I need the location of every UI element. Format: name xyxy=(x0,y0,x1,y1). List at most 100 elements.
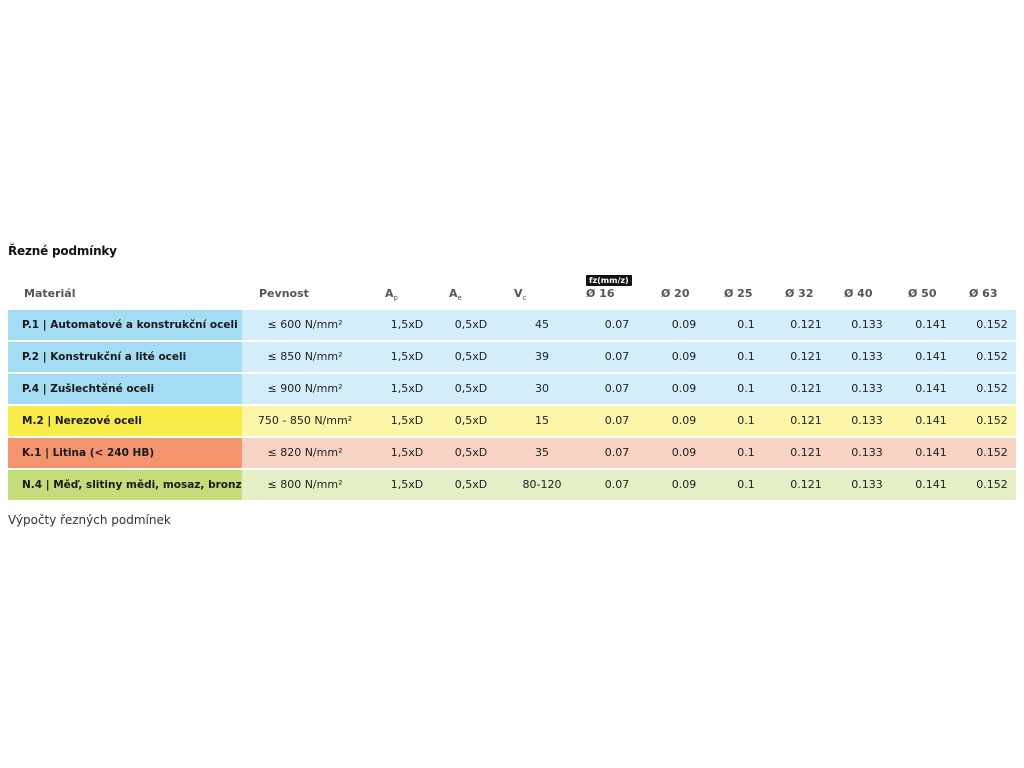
fz-unit-badge: fz(mm/z) xyxy=(586,275,632,286)
table-row: P.4 | Zušlechtěné oceli ≤ 900 N/mm² 1,5x… xyxy=(8,374,1016,404)
d63-cell: 0.152 xyxy=(976,318,1008,331)
d63-cell: 0.152 xyxy=(976,478,1008,491)
d50-cell: 0.141 xyxy=(915,446,947,459)
d25-cell: 0.1 xyxy=(737,318,755,331)
d16-cell: 0.07 xyxy=(604,478,630,491)
vc-cell: 80-120 xyxy=(522,478,562,491)
d25-cell: 0.1 xyxy=(737,382,755,395)
header-material: Materiál xyxy=(24,287,76,300)
d16-cell: 0.07 xyxy=(604,318,630,331)
pevnost-cell: ≤ 900 N/mm² xyxy=(267,382,343,395)
pevnost-cell: ≤ 800 N/mm² xyxy=(267,478,343,491)
d40-cell: 0.133 xyxy=(851,446,883,459)
table-row: N.4 | Měď, slitiny mědi, mosaz, bronz ≤ … xyxy=(8,470,1016,500)
vc-cell: 45 xyxy=(535,318,549,331)
ap-cell: 1,5xD xyxy=(390,414,424,427)
row-values: ≤ 600 N/mm² 1,5xD 0,5xD 45 0.07 0.09 0.1… xyxy=(242,310,1016,340)
d40-cell: 0.133 xyxy=(851,350,883,363)
header-vc: Vc xyxy=(514,287,526,302)
material-name-cell: M.2 | Nerezové oceli xyxy=(8,406,242,436)
d32-cell: 0.121 xyxy=(790,350,822,363)
header-ae: Ae xyxy=(449,287,462,302)
d63-cell: 0.152 xyxy=(976,446,1008,459)
vc-cell: 15 xyxy=(535,414,549,427)
header-d50: Ø 50 xyxy=(908,287,937,300)
d25-cell: 0.1 xyxy=(737,414,755,427)
d32-cell: 0.121 xyxy=(790,478,822,491)
material-name-cell: N.4 | Měď, slitiny mědi, mosaz, bronz xyxy=(8,470,242,500)
row-values: ≤ 820 N/mm² 1,5xD 0,5xD 35 0.07 0.09 0.1… xyxy=(242,438,1016,468)
material-name-cell: K.1 | Litina (< 240 HB) xyxy=(8,438,242,468)
table-row: P.2 | Konstrukční a lité oceli ≤ 850 N/m… xyxy=(8,342,1016,372)
pevnost-cell: ≤ 850 N/mm² xyxy=(267,350,343,363)
table-row: M.2 | Nerezové oceli 750 - 850 N/mm² 1,5… xyxy=(8,406,1016,436)
header-d20: Ø 20 xyxy=(661,287,690,300)
material-name-cell: P.2 | Konstrukční a lité oceli xyxy=(8,342,242,372)
ae-cell: 0,5xD xyxy=(454,318,488,331)
d40-cell: 0.133 xyxy=(851,318,883,331)
ae-cell: 0,5xD xyxy=(454,382,488,395)
d50-cell: 0.141 xyxy=(915,350,947,363)
d20-cell: 0.09 xyxy=(671,446,697,459)
ap-cell: 1,5xD xyxy=(390,446,424,459)
row-values: 750 - 850 N/mm² 1,5xD 0,5xD 15 0.07 0.09… xyxy=(242,406,1016,436)
d25-cell: 0.1 xyxy=(737,350,755,363)
d63-cell: 0.152 xyxy=(976,414,1008,427)
vc-cell: 30 xyxy=(535,382,549,395)
row-values: ≤ 850 N/mm² 1,5xD 0,5xD 39 0.07 0.09 0.1… xyxy=(242,342,1016,372)
pevnost-cell: 750 - 850 N/mm² xyxy=(257,414,353,427)
pevnost-cell: ≤ 820 N/mm² xyxy=(267,446,343,459)
vc-cell: 35 xyxy=(535,446,549,459)
header-d32: Ø 32 xyxy=(785,287,814,300)
d20-cell: 0.09 xyxy=(671,350,697,363)
table-header: Materiál Pevnost Ap Ae Vc Ø 16 Ø 20 Ø 25… xyxy=(8,283,1016,303)
d32-cell: 0.121 xyxy=(790,414,822,427)
ap-cell: 1,5xD xyxy=(390,478,424,491)
d32-cell: 0.121 xyxy=(790,318,822,331)
d16-cell: 0.07 xyxy=(604,350,630,363)
d32-cell: 0.121 xyxy=(790,446,822,459)
d63-cell: 0.152 xyxy=(976,350,1008,363)
vc-cell: 39 xyxy=(535,350,549,363)
pevnost-cell: ≤ 600 N/mm² xyxy=(267,318,343,331)
ae-cell: 0,5xD xyxy=(454,350,488,363)
header-ap-sub: p xyxy=(393,294,398,302)
d50-cell: 0.141 xyxy=(915,382,947,395)
d25-cell: 0.1 xyxy=(737,478,755,491)
d40-cell: 0.133 xyxy=(851,414,883,427)
ae-cell: 0,5xD xyxy=(454,478,488,491)
ae-cell: 0,5xD xyxy=(454,414,488,427)
material-name-cell: P.1 | Automatové a konstrukční oceli xyxy=(8,310,242,340)
d16-cell: 0.07 xyxy=(604,414,630,427)
section-title: Řezné podmínky xyxy=(8,244,117,258)
header-ae-sub: e xyxy=(457,294,462,302)
d50-cell: 0.141 xyxy=(915,478,947,491)
table-row: K.1 | Litina (< 240 HB) ≤ 820 N/mm² 1,5x… xyxy=(8,438,1016,468)
row-values: ≤ 800 N/mm² 1,5xD 0,5xD 80-120 0.07 0.09… xyxy=(242,470,1016,500)
footer-caption: Výpočty řezných podmínek xyxy=(8,513,171,527)
d50-cell: 0.141 xyxy=(915,318,947,331)
d20-cell: 0.09 xyxy=(671,382,697,395)
header-d25: Ø 25 xyxy=(724,287,753,300)
d20-cell: 0.09 xyxy=(671,478,697,491)
d63-cell: 0.152 xyxy=(976,382,1008,395)
d40-cell: 0.133 xyxy=(851,478,883,491)
header-pevnost: Pevnost xyxy=(259,287,309,300)
ap-cell: 1,5xD xyxy=(390,382,424,395)
material-name-cell: P.4 | Zušlechtěné oceli xyxy=(8,374,242,404)
cutting-conditions-table: P.1 | Automatové a konstrukční oceli ≤ 6… xyxy=(8,310,1016,502)
ap-cell: 1,5xD xyxy=(390,318,424,331)
table-row: P.1 | Automatové a konstrukční oceli ≤ 6… xyxy=(8,310,1016,340)
header-ap: Ap xyxy=(385,287,398,302)
d32-cell: 0.121 xyxy=(790,382,822,395)
row-values: ≤ 900 N/mm² 1,5xD 0,5xD 30 0.07 0.09 0.1… xyxy=(242,374,1016,404)
d40-cell: 0.133 xyxy=(851,382,883,395)
header-vc-sub: c xyxy=(522,294,527,302)
d50-cell: 0.141 xyxy=(915,414,947,427)
header-vc-main: V xyxy=(514,287,523,300)
ap-cell: 1,5xD xyxy=(390,350,424,363)
d16-cell: 0.07 xyxy=(604,382,630,395)
ae-cell: 0,5xD xyxy=(454,446,488,459)
header-d40: Ø 40 xyxy=(844,287,873,300)
header-ap-main: A xyxy=(385,287,394,300)
